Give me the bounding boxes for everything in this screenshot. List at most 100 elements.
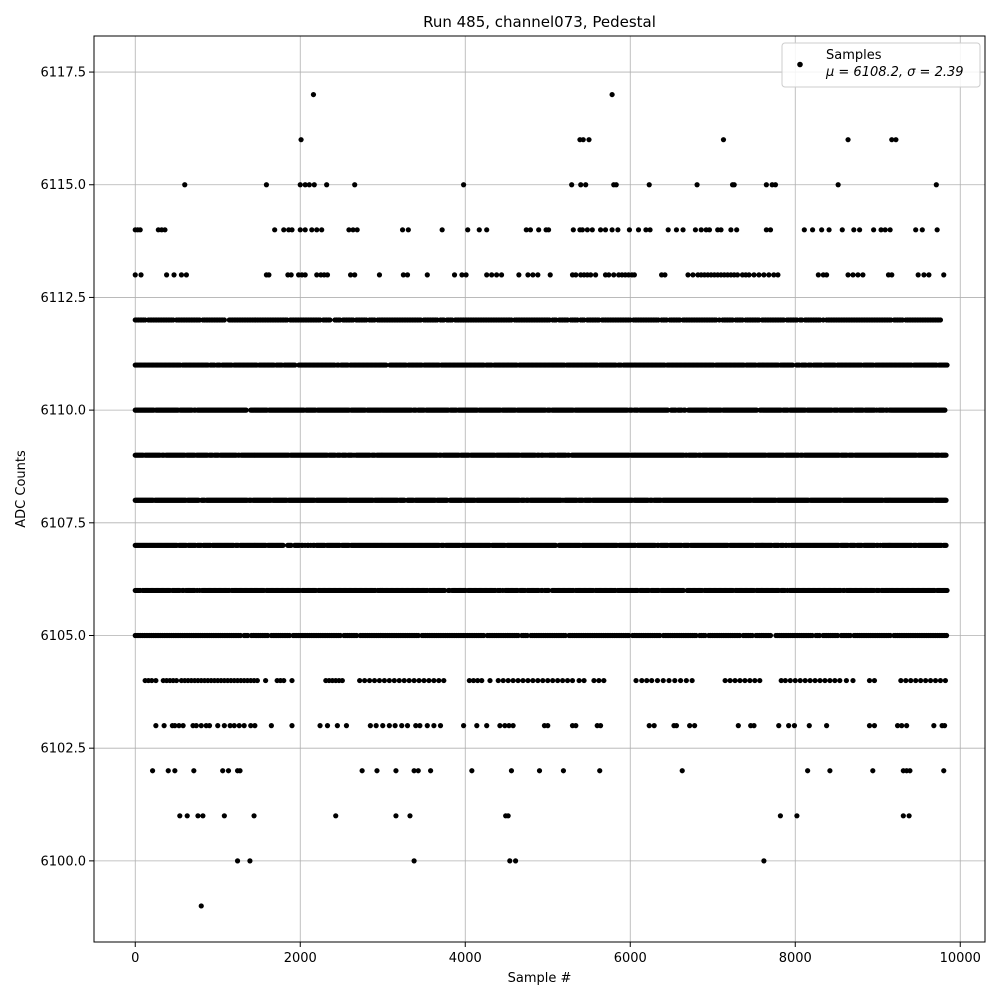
data-point xyxy=(722,677,728,684)
data-point xyxy=(816,632,823,639)
data-point xyxy=(406,677,412,684)
data-point xyxy=(510,723,516,729)
data-point xyxy=(324,723,331,729)
data-point xyxy=(693,632,699,639)
data-point xyxy=(943,497,949,503)
data-point xyxy=(832,677,838,684)
data-point xyxy=(761,858,767,864)
data-point xyxy=(812,677,818,684)
data-point xyxy=(822,677,828,684)
data-point xyxy=(508,768,515,774)
data-point xyxy=(649,677,655,684)
data-point xyxy=(545,723,551,729)
data-point xyxy=(469,768,475,774)
data-points xyxy=(132,91,950,909)
data-point xyxy=(191,768,197,774)
data-point xyxy=(505,813,511,819)
data-point xyxy=(381,677,387,684)
data-point xyxy=(254,677,260,684)
data-point xyxy=(399,723,405,729)
data-point xyxy=(367,723,373,729)
data-point xyxy=(683,677,689,684)
data-point xyxy=(289,677,295,684)
data-point xyxy=(894,723,901,729)
data-point xyxy=(907,768,913,774)
data-point xyxy=(225,768,232,774)
data-point xyxy=(401,677,407,684)
data-point xyxy=(906,813,912,819)
data-point xyxy=(411,768,417,774)
data-point xyxy=(797,677,803,684)
data-point xyxy=(263,677,269,684)
data-point xyxy=(545,587,552,594)
data-point xyxy=(672,677,678,684)
data-point xyxy=(354,632,360,639)
data-point xyxy=(333,813,339,819)
data-point xyxy=(466,677,472,684)
data-point xyxy=(941,768,947,774)
data-point xyxy=(564,677,571,684)
data-point xyxy=(809,632,815,639)
data-point xyxy=(850,677,856,684)
data-point xyxy=(172,768,178,774)
data-point xyxy=(646,723,652,729)
data-point xyxy=(153,723,159,729)
data-point xyxy=(380,723,386,729)
data-point xyxy=(597,723,604,729)
data-point xyxy=(792,677,798,684)
data-point xyxy=(442,587,448,594)
data-point xyxy=(943,542,949,548)
data-point xyxy=(506,723,512,729)
data-point xyxy=(510,677,516,684)
data-point xyxy=(601,677,607,684)
data-point xyxy=(177,813,183,819)
data-point xyxy=(371,677,378,684)
data-point xyxy=(786,723,792,729)
data-point xyxy=(913,677,919,684)
data-point xyxy=(540,677,546,684)
data-point xyxy=(386,723,392,729)
data-point xyxy=(215,723,221,729)
data-point xyxy=(421,677,427,684)
data-point xyxy=(281,677,287,684)
data-point xyxy=(791,723,798,729)
data-point xyxy=(431,677,437,684)
data-point xyxy=(560,768,567,774)
data-point xyxy=(903,677,909,684)
data-point xyxy=(806,723,812,729)
data-point xyxy=(153,677,159,684)
data-point xyxy=(415,768,421,774)
data-point xyxy=(161,723,167,729)
data-point xyxy=(817,677,823,684)
data-point xyxy=(484,723,490,729)
data-point xyxy=(871,723,878,729)
data-point xyxy=(227,723,233,729)
data-point xyxy=(251,813,257,819)
data-point xyxy=(827,768,833,774)
data-point xyxy=(366,677,373,684)
data-point xyxy=(149,768,156,774)
data-point xyxy=(357,677,363,684)
data-point xyxy=(500,677,506,684)
data-point xyxy=(597,768,603,774)
data-point xyxy=(904,723,910,729)
data-point xyxy=(727,677,733,684)
data-point xyxy=(481,632,487,639)
data-point xyxy=(479,677,485,684)
data-point xyxy=(777,813,784,819)
data-point xyxy=(644,677,650,684)
data-point xyxy=(666,677,672,684)
data-point xyxy=(426,677,432,684)
data-point xyxy=(866,723,873,729)
data-point xyxy=(149,677,155,684)
data-point xyxy=(749,632,755,639)
data-point xyxy=(415,632,421,639)
data-point xyxy=(805,768,811,774)
data-point xyxy=(413,723,419,729)
data-point xyxy=(680,587,687,594)
data-point xyxy=(732,677,738,684)
data-point xyxy=(932,677,939,684)
data-point xyxy=(660,677,666,684)
data-point xyxy=(193,723,199,729)
